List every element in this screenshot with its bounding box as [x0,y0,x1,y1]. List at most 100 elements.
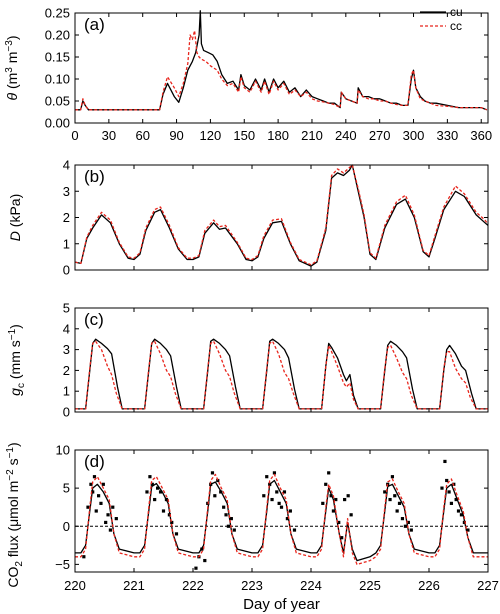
y-tick-label: 0.15 [45,50,70,65]
observation-point [321,501,325,505]
series-line-cc [75,340,488,410]
panel-label: (b) [84,167,105,186]
y-tick-label: 0 [63,405,70,420]
observation-point [454,497,458,502]
y-tick-label: 0 [63,263,70,278]
observation-point [277,501,281,505]
x-tick-label: 180 [267,128,289,143]
series-line-cc [74,164,489,266]
observation-point [443,459,447,464]
x-tick-label: 223 [241,578,263,593]
observation-point [270,497,274,502]
observation-point [292,528,297,532]
series-line-cc [75,29,488,111]
x-tick-label: 220 [64,578,86,593]
observation-point [210,471,215,475]
observation-point [106,513,110,517]
x-tick-label: 224 [300,578,322,593]
observation-point [388,497,392,502]
observation-point [403,524,407,528]
observation-point [222,505,226,509]
observation-point [224,513,228,517]
panel-a: 0.00 0.05 0.10 0.15 0.20 0.25 0 30 60 90 120 150 180… [4,5,492,143]
observation-point [111,505,115,509]
panel-label: (c) [84,310,104,329]
observation-point [275,490,279,494]
observation-point [349,513,353,517]
legend-label-cc: cc [450,19,462,33]
observation-point [229,517,233,521]
series-line-cu [75,479,488,562]
y-tick-label: 0.00 [45,116,70,131]
y-tick-label: 1 [63,384,70,399]
y-axis-label: D (kPa) [7,194,23,241]
observation-point [213,494,217,498]
observation-point [92,475,97,479]
panel-c: 0 1 2 3 4 5 (c) gc (mm s−1) [7,301,489,420]
y-tick-label: 4 [63,321,70,336]
observation-point [383,490,387,494]
y-tick-label: 0.10 [45,72,70,87]
observation-point [148,475,152,479]
x-tick-label: 360 [470,128,492,143]
observation-point [86,505,90,509]
x-tick-label: 222 [182,578,204,593]
observation-point [99,501,103,505]
observation-point [397,501,402,505]
observation-point [331,509,336,513]
y-tick-label: 3 [63,184,70,199]
panel-label: (a) [84,15,105,34]
observation-point [340,536,344,540]
x-tick-label: 221 [123,578,145,593]
observation-point [272,471,277,475]
observation-point [158,490,163,494]
observation-point [456,509,461,513]
x-tick-label: 300 [403,128,425,143]
plot-frame [74,449,489,573]
observation-point [346,494,350,498]
observation-point [94,509,98,513]
observation-point [101,482,105,486]
y-tick-label: 1 [63,236,70,251]
y-axis-label: CO2 flux (μmol m−2 s−1) [5,442,25,587]
observation-point [329,494,333,498]
x-tick-label: 226 [418,578,440,593]
observation-point [150,482,154,486]
panel-b: 0 1 2 3 4 (b) D (kPa) [7,158,489,278]
observation-point [203,558,207,563]
observation-point [265,475,269,479]
observation-point [262,494,266,498]
observation-point [194,566,198,570]
observation-point [279,505,284,509]
x-tick-label: 30 [102,128,116,143]
plot-frame [74,12,489,124]
y-axis-label: gc (mm s−1) [7,324,27,396]
y-axis-label: θ (m3 m−3) [4,35,20,100]
panel-d: −5 0 5 10 220 221 222 223 224 225 226 227 (d) CO2 flu… [5,442,499,613]
observation-point [104,520,108,525]
y-tick-label: 3 [63,342,70,357]
x-tick-label: 240 [335,128,357,143]
observation-point [395,509,399,513]
observation-point [285,517,289,521]
observation-point [161,509,166,513]
y-tick-label: 0.05 [45,94,70,109]
x-tick-label: 225 [359,578,381,593]
observation-point [343,497,347,502]
x-tick-label: 60 [135,128,149,143]
observation-point [145,490,149,494]
observation-point [97,494,101,498]
observation-point [334,497,338,502]
x-tick-label: 90 [169,128,183,143]
observation-point [459,513,464,517]
y-tick-label: 5 [63,301,70,316]
y-tick-label: 2 [63,210,70,225]
observation-point [400,517,405,521]
x-tick-label: 210 [301,128,323,143]
x-tick-label: 227 [477,578,499,593]
observation-point [406,520,410,525]
observation-point [156,486,160,490]
observation-point [324,482,328,486]
y-tick-label: 2 [63,363,70,378]
